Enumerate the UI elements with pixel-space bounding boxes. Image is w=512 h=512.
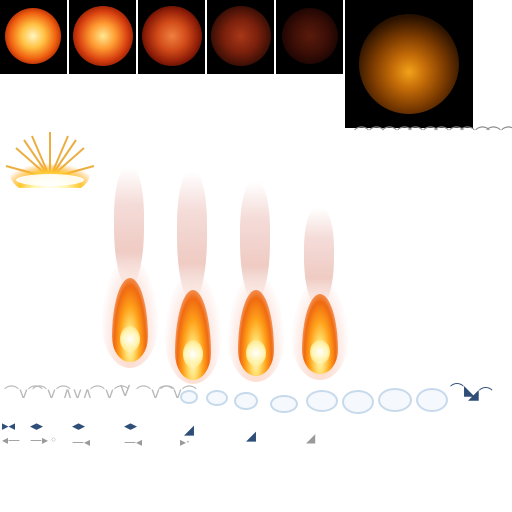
explosion-frame-3 <box>138 0 205 74</box>
flying-birds-top-row: ⌒⌒ ⌒⌒ ⌒⌒ ⌒⌒ ⌒⌒ ⌒⌒ <box>354 125 512 143</box>
bird-sprite: ⌒⌒ <box>434 125 465 143</box>
birds-row: ⌒v⌒ ⌒v⌒ ∧v∧ ⌒v⌒ V ⌒v⌒ ⌒v⌒ <box>0 382 197 404</box>
explosion-frame-4 <box>207 0 274 74</box>
bird-sprite: ⌒⌒ <box>408 125 439 143</box>
bird-sprite: ⌒v⌒ <box>32 384 71 402</box>
ripple-4 <box>270 395 298 413</box>
ripple-8 <box>416 388 448 412</box>
fish-sprite: ◂▸ <box>30 419 44 434</box>
ripple-3 <box>234 392 258 410</box>
explosion-frame-5 <box>276 0 343 74</box>
bird-sprite: ⌒⌒ <box>460 125 491 143</box>
bird-sprite: ⌒⌒ <box>354 125 385 143</box>
fish-sprite: ◦ <box>50 433 58 447</box>
dolphin-sprite: ◢⌒ <box>468 387 493 403</box>
glow-orb-panel <box>345 0 473 128</box>
fish-sprite: —◂ <box>72 435 91 449</box>
dolphin-sprite: ⌒◣ <box>450 383 475 399</box>
bird-sprite: ⌒v⌒ <box>90 384 129 402</box>
ripple-2 <box>206 390 228 406</box>
fish-sprite: ◢ <box>306 431 316 445</box>
fish-sprite: ◂— <box>2 433 21 447</box>
bird-sprite: ∧v∧ <box>62 384 93 402</box>
fire-streak-2 <box>163 172 223 384</box>
explosion-frame-2 <box>69 0 136 74</box>
fire-streak-3 <box>226 182 286 382</box>
fish-sprite: —◂ <box>124 435 143 449</box>
fish-sprite: ▸◂ <box>2 419 16 434</box>
explosion-frame-1 <box>0 0 67 74</box>
ripple-7 <box>378 388 412 412</box>
bird-sprite: ⌒v⌒ <box>136 384 175 402</box>
fire-streak-1 <box>100 168 160 368</box>
fish-sprite: ◂▸ <box>124 419 138 434</box>
fire-streak-4 <box>290 208 350 380</box>
fish-sprite: ◢ <box>184 423 194 438</box>
bird-sprite: V <box>120 382 131 400</box>
fire-burst <box>5 132 95 188</box>
fish-sprite: —▸ <box>30 433 49 447</box>
ripple-5 <box>306 390 338 412</box>
ripple-1 <box>180 390 198 404</box>
bird-sprite: ⌒v⌒ <box>4 384 43 402</box>
ripple-6 <box>342 390 374 414</box>
bird-sprite: ⌒⌒ <box>382 125 413 143</box>
fish-sprite: ▸· <box>180 435 190 449</box>
bird-sprite: ⌒⌒ <box>486 125 512 143</box>
fish-sprite: ◢ <box>246 429 256 444</box>
fish-sprite: ◂▸ <box>72 419 86 434</box>
glow-orb <box>359 14 459 114</box>
